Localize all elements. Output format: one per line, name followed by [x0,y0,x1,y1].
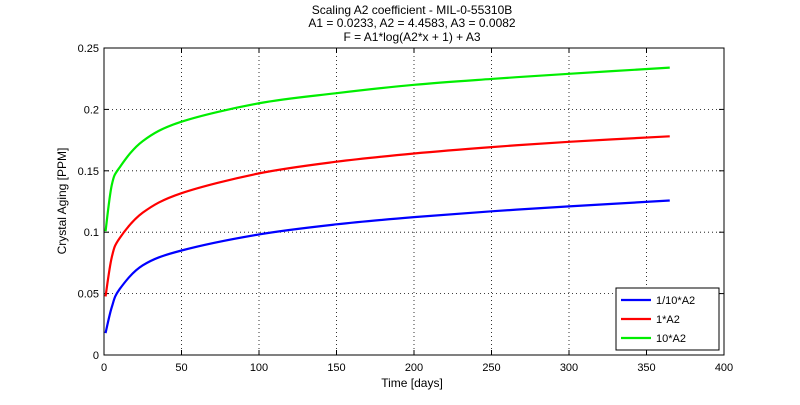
chart-subtitle-line-1: A1 = 0.0233, A2 = 4.4583, A3 = 0.0082 [308,16,516,30]
legend-label: 1*A2 [656,314,680,326]
x-tick-label: 200 [405,362,423,374]
x-tick-label: 50 [175,362,187,374]
series-lines [104,66,670,334]
axes [103,47,725,356]
series-line-1 [104,199,670,334]
x-axis-label: Time [days] [381,376,443,390]
series-line-3 [104,66,670,232]
y-tick-label: 0.15 [78,166,99,178]
chart-subtitle-line-2: F = A1*log(A2*x + 1) + A3 [343,30,480,44]
y-tick-label: 0.05 [78,289,99,301]
y-axis-label: Crystal Aging [PPM] [55,148,69,255]
x-tick-label: 0 [101,362,107,374]
legend-label: 1/10*A2 [656,295,695,307]
legend-label: 10*A2 [656,333,686,345]
legend: 1/10*A2 1*A2 10*A2 [615,287,720,351]
series-line-2 [104,135,670,297]
y-tick-label: 0.2 [84,104,99,116]
x-tick-label: 150 [327,362,345,374]
x-tick-label: 100 [250,362,268,374]
x-tick-label: 300 [560,362,578,374]
x-tick-label: 250 [482,362,500,374]
chart-title: Scaling A2 coefficient - MIL-0-55310B [312,3,513,17]
y-tick-label: 0 [93,350,99,362]
tick-labels: 0 50 100 150 200 250 300 350 400 0 0.05 0.1 0.15 0.2 0… [78,43,734,374]
x-tick-label: 350 [637,362,655,374]
x-tick-label: 400 [715,362,733,374]
y-tick-label: 0.25 [78,43,99,55]
y-tick-label: 0.1 [84,227,99,239]
